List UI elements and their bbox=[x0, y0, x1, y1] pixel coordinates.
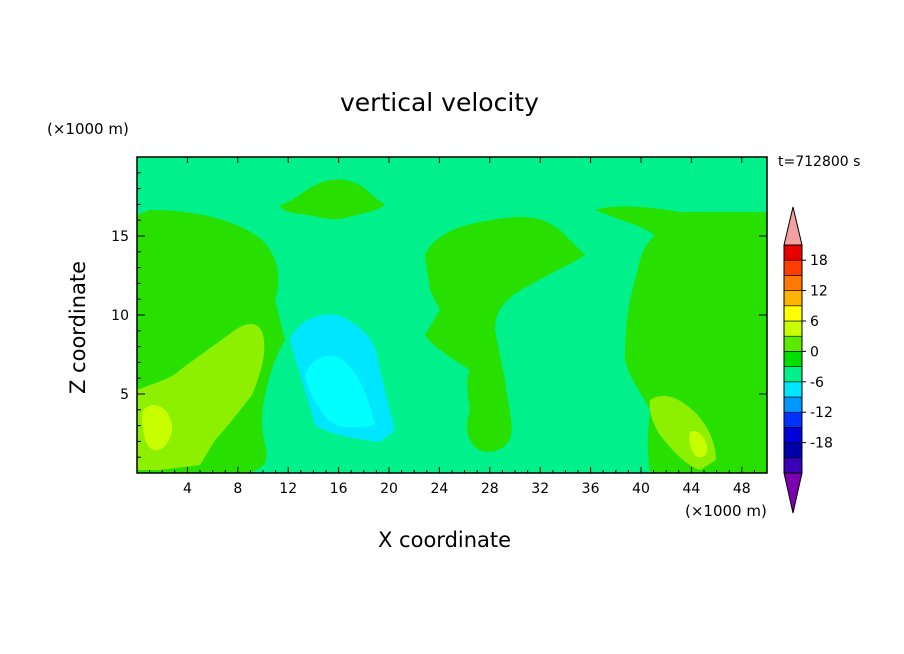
y-tick-label: 15 bbox=[111, 229, 129, 245]
x-tick-label: 20 bbox=[380, 481, 398, 497]
colorbar-bin bbox=[783, 244, 803, 261]
colorbar-tick-label: -12 bbox=[810, 405, 833, 421]
velocity-field bbox=[137, 157, 767, 473]
x-tick-label: 8 bbox=[233, 481, 242, 497]
colorbar: 18 12 6 0 -6 -12 -18 bbox=[783, 206, 833, 514]
x-tick-label: 12 bbox=[279, 481, 297, 497]
colorbar-bin bbox=[783, 381, 803, 398]
x-tick-label: 44 bbox=[682, 481, 700, 497]
colorbar-max-triangle bbox=[783, 206, 803, 246]
colorbar-bin bbox=[783, 320, 803, 337]
right-updraft-region bbox=[595, 206, 767, 473]
right-strongest-updraft bbox=[689, 430, 708, 458]
central-updraft-region bbox=[425, 217, 585, 452]
time-label: t=712800 s bbox=[778, 154, 861, 170]
x-tick-label: 24 bbox=[430, 481, 448, 497]
chart-title: vertical velocity bbox=[340, 88, 539, 117]
colorbar-tick-label: -18 bbox=[810, 436, 833, 452]
colorbar-tick-label: 6 bbox=[810, 314, 819, 330]
x-tick-label: 16 bbox=[330, 481, 348, 497]
x-axis-label: X coordinate bbox=[378, 528, 512, 552]
x-tick-label: 4 bbox=[183, 481, 192, 497]
colorbar-bin bbox=[783, 259, 803, 276]
x-axis: 4 8 12 16 20 24 28 32 36 40 44 48 bbox=[149, 157, 755, 497]
x-tick-label: 48 bbox=[733, 481, 751, 497]
colorbar-bin bbox=[783, 427, 803, 443]
colorbar-tick-label: 0 bbox=[810, 344, 819, 360]
x-tick-label: 40 bbox=[632, 481, 650, 497]
colorbar-bin bbox=[783, 305, 803, 322]
colorbar-tick-label: -6 bbox=[810, 375, 824, 391]
colorbar-bin bbox=[783, 290, 803, 307]
y-tick-label: 10 bbox=[111, 308, 129, 324]
colorbar-bin bbox=[783, 275, 803, 291]
colorbar-tick-label: 12 bbox=[810, 284, 828, 300]
y-tick-label: 5 bbox=[120, 387, 129, 403]
colorbar-bin bbox=[783, 366, 803, 383]
upper-updraft-patch bbox=[280, 179, 385, 220]
colorbar-bin bbox=[783, 442, 803, 459]
colorbar-bin bbox=[783, 335, 803, 352]
colorbar-bin bbox=[783, 411, 803, 428]
z-unit-label: (×1000 m) bbox=[47, 120, 129, 138]
x-tick-label: 28 bbox=[481, 481, 499, 497]
y-axis-label: Z coordinate bbox=[66, 260, 90, 394]
x-tick-label: 32 bbox=[531, 481, 549, 497]
x-tick-label: 36 bbox=[582, 481, 600, 497]
x-unit-label: (×1000 m) bbox=[685, 502, 767, 520]
downdraft-core bbox=[305, 355, 375, 428]
left-strongest-updraft bbox=[142, 405, 173, 451]
colorbar-frame bbox=[783, 244, 803, 474]
colorbar-bin bbox=[783, 351, 803, 367]
colorbar-min-triangle bbox=[783, 472, 803, 514]
colorbar-bin bbox=[783, 457, 803, 474]
colorbar-bin bbox=[783, 396, 803, 413]
y-axis: 5 10 15 bbox=[111, 172, 767, 458]
colorbar-tick-label: 18 bbox=[810, 253, 828, 269]
